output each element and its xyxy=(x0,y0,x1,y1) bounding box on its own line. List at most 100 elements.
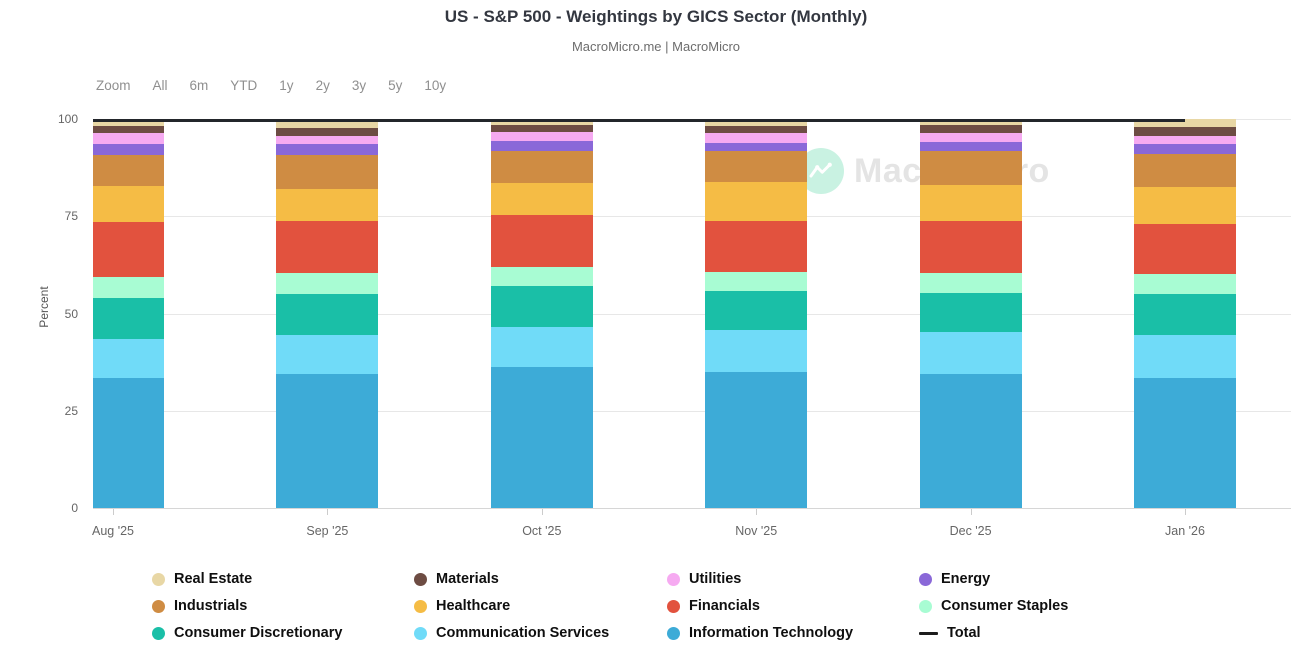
bar-segment-consumer-discretionary[interactable] xyxy=(705,291,808,330)
bar-segment-consumer-staples[interactable] xyxy=(919,273,1022,293)
legend-item-information-technology[interactable]: Information Technology xyxy=(667,620,919,646)
bar-segment-information-technology[interactable] xyxy=(919,374,1022,508)
bar-segment-communication-services[interactable] xyxy=(705,329,808,373)
legend-item-healthcare[interactable]: Healthcare xyxy=(414,593,667,619)
bar-segment-financials[interactable] xyxy=(490,214,593,268)
legend-item-consumer-staples[interactable]: Consumer Staples xyxy=(919,593,1159,619)
bar-segment-financials[interactable] xyxy=(705,220,808,272)
range-button-5y[interactable]: 5y xyxy=(388,78,403,93)
bar-segment-consumer-staples[interactable] xyxy=(490,267,593,287)
bar-segment-healthcare[interactable] xyxy=(276,188,379,221)
range-button-6m[interactable]: 6m xyxy=(189,78,209,93)
bar-segment-consumer-staples[interactable] xyxy=(705,271,808,292)
bar-segment-information-technology[interactable] xyxy=(705,372,808,508)
bar-segment-materials[interactable] xyxy=(490,124,593,132)
legend-item-materials[interactable]: Materials xyxy=(414,566,667,592)
bar-segment-information-technology[interactable] xyxy=(1134,378,1236,508)
bar-segment-utilities[interactable] xyxy=(705,132,808,143)
bar-segment-consumer-discretionary[interactable] xyxy=(919,292,1022,332)
bar-segment-consumer-staples[interactable] xyxy=(93,277,164,298)
legend-dot-marker xyxy=(919,599,932,613)
bar-segment-real-estate[interactable] xyxy=(490,119,593,125)
bar-segment-communication-services[interactable] xyxy=(93,339,164,378)
total-line[interactable] xyxy=(93,119,1185,122)
bar-segment-communication-services[interactable] xyxy=(919,331,1022,375)
bar-segment-industrials[interactable] xyxy=(1134,154,1236,187)
range-button-2y[interactable]: 2y xyxy=(315,78,330,93)
bar-segment-financials[interactable] xyxy=(93,222,164,278)
bar-segment-communication-services[interactable] xyxy=(490,326,593,367)
bar-segment-communication-services[interactable] xyxy=(1134,334,1236,379)
bar-segment-materials[interactable] xyxy=(1134,126,1236,136)
bar-segment-energy[interactable] xyxy=(490,140,593,151)
legend-item-energy[interactable]: Energy xyxy=(919,566,1159,592)
bar-segment-energy[interactable] xyxy=(93,143,164,156)
bar-segment-real-estate[interactable] xyxy=(705,119,808,127)
bar-segment-financials[interactable] xyxy=(1134,224,1236,275)
bar-segment-materials[interactable] xyxy=(93,126,164,134)
bar-segment-healthcare[interactable] xyxy=(490,183,593,215)
range-button-1y[interactable]: 1y xyxy=(279,78,294,93)
bar-segment-energy[interactable] xyxy=(919,142,1022,151)
bar-segment-utilities[interactable] xyxy=(93,133,164,144)
y-tick-label: 0 xyxy=(71,501,78,515)
bar-segment-industrials[interactable] xyxy=(705,151,808,183)
bar-segment-energy[interactable] xyxy=(1134,143,1236,155)
bar-segment-healthcare[interactable] xyxy=(1134,186,1236,225)
bar-segment-industrials[interactable] xyxy=(919,150,1022,185)
x-tick-label: Oct '25 xyxy=(522,524,562,538)
bar-segment-financials[interactable] xyxy=(919,220,1022,274)
bar-segment-healthcare[interactable] xyxy=(919,184,1022,221)
bar-segment-consumer-staples[interactable] xyxy=(1134,274,1236,295)
legend-item-financials[interactable]: Financials xyxy=(667,593,919,619)
bar-segment-consumer-discretionary[interactable] xyxy=(490,286,593,327)
bar-segment-communication-services[interactable] xyxy=(276,334,379,375)
legend-item-consumer-discretionary[interactable]: Consumer Discretionary xyxy=(152,620,414,646)
bar-segment-utilities[interactable] xyxy=(919,133,1022,143)
bar-segment-healthcare[interactable] xyxy=(705,182,808,221)
legend-label: Total xyxy=(947,625,981,641)
bar-segment-consumer-discretionary[interactable] xyxy=(276,294,379,335)
x-tick-label: Nov '25 xyxy=(735,524,778,538)
bar-segment-industrials[interactable] xyxy=(490,150,593,184)
bar-segment-financials[interactable] xyxy=(276,220,379,274)
legend-item-total[interactable]: Total xyxy=(919,620,1159,646)
bar-segment-industrials[interactable] xyxy=(93,155,164,186)
legend-item-industrials[interactable]: Industrials xyxy=(152,593,414,619)
bar-segment-real-estate[interactable] xyxy=(93,119,164,127)
legend-item-communication-services[interactable]: Communication Services xyxy=(414,620,667,646)
bar-segment-energy[interactable] xyxy=(705,142,808,152)
x-tick xyxy=(756,509,758,515)
range-button-ytd[interactable]: YTD xyxy=(230,78,258,93)
bar-segment-materials[interactable] xyxy=(919,125,1022,134)
legend-item-utilities[interactable]: Utilities xyxy=(667,566,919,592)
legend-dot-marker xyxy=(667,626,680,640)
bar-segment-information-technology[interactable] xyxy=(276,374,379,508)
bar-segment-information-technology[interactable] xyxy=(490,366,593,508)
legend-label: Materials xyxy=(436,571,499,587)
legend-dot-marker xyxy=(667,599,680,613)
legend-label: Energy xyxy=(941,571,991,587)
bar-segment-real-estate[interactable] xyxy=(1134,119,1236,127)
bar-segment-utilities[interactable] xyxy=(1134,135,1236,144)
x-tick xyxy=(541,509,543,515)
bar-segment-industrials[interactable] xyxy=(276,154,379,189)
bar-segment-energy[interactable] xyxy=(276,144,379,155)
bar-segment-materials[interactable] xyxy=(276,128,379,137)
bar-segment-consumer-staples[interactable] xyxy=(276,273,379,295)
bar-segment-utilities[interactable] xyxy=(276,136,379,145)
range-button-3y[interactable]: 3y xyxy=(351,78,367,93)
bar-segment-materials[interactable] xyxy=(705,126,808,133)
range-button-all[interactable]: All xyxy=(152,78,168,93)
bar-segment-utilities[interactable] xyxy=(490,131,593,141)
legend-item-real-estate[interactable]: Real Estate xyxy=(152,566,414,592)
bar-segment-real-estate[interactable] xyxy=(919,119,1022,126)
bar-segment-consumer-discretionary[interactable] xyxy=(1134,294,1236,335)
bar-segment-consumer-discretionary[interactable] xyxy=(93,297,164,340)
range-button-10y[interactable]: 10y xyxy=(424,78,447,93)
bar-segment-healthcare[interactable] xyxy=(93,185,164,223)
bar-segment-real-estate[interactable] xyxy=(276,119,379,129)
legend-label: Consumer Staples xyxy=(941,598,1069,614)
stacked-bar-nov25 xyxy=(705,119,808,508)
bar-segment-information-technology[interactable] xyxy=(93,377,164,508)
